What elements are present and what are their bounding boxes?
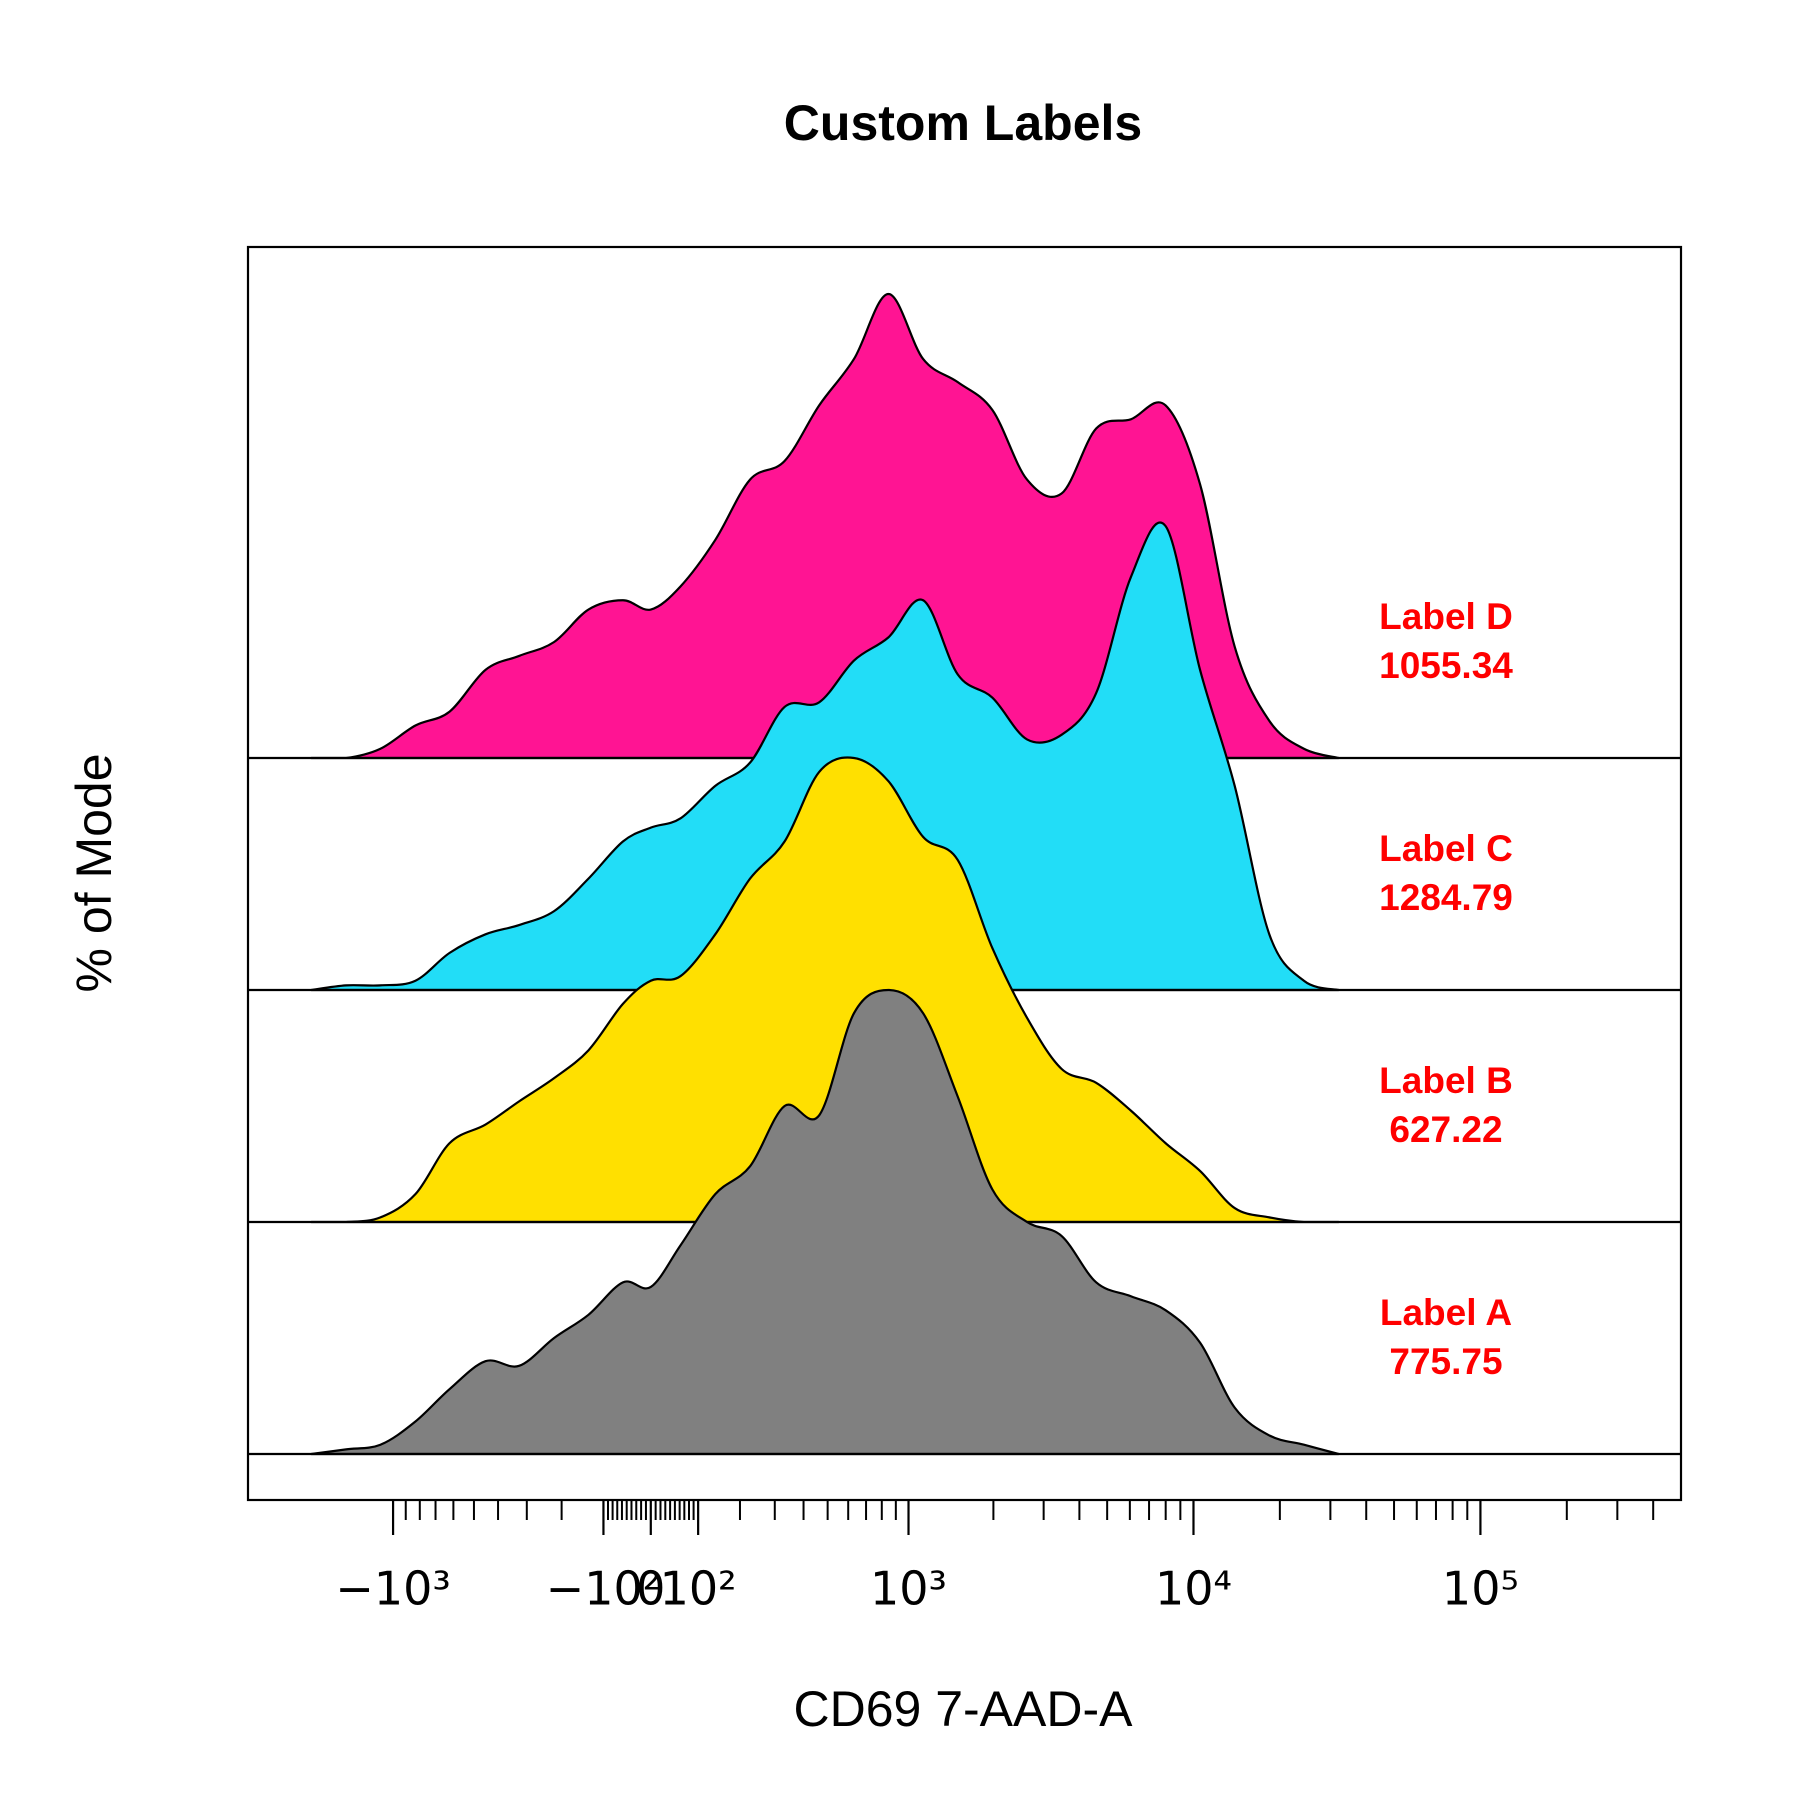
row-label: Label B <box>1379 1060 1513 1101</box>
x-tick-label: 10⁴ <box>1155 1562 1232 1616</box>
row-label: Label D <box>1379 596 1513 637</box>
x-tick-label: −10² <box>546 1562 662 1616</box>
x-tick-label: 0 <box>636 1562 665 1616</box>
row-stat: 627.22 <box>1389 1109 1502 1150</box>
x-axis-label: CD69 7-AAD-A <box>794 1681 1134 1737</box>
row-stat: 775.75 <box>1389 1341 1502 1382</box>
x-tick-label: 10² <box>660 1562 737 1616</box>
row-label: Label A <box>1380 1292 1512 1333</box>
row-label: Label C <box>1379 828 1513 869</box>
y-axis-label: % of Mode <box>66 753 122 992</box>
density-area <box>310 756 1340 1224</box>
x-tick-label: 10³ <box>870 1562 947 1616</box>
x-tick-label: −10³ <box>335 1562 451 1616</box>
density-area <box>310 521 1340 992</box>
density-area <box>310 988 1340 1456</box>
row-stat: 1055.34 <box>1379 645 1513 686</box>
x-tick-label: 10⁵ <box>1442 1562 1519 1616</box>
density-area <box>310 292 1340 760</box>
plot-frame <box>246 245 1683 1502</box>
chart-title: Custom Labels <box>784 95 1142 151</box>
row-stat: 1284.79 <box>1379 877 1513 918</box>
